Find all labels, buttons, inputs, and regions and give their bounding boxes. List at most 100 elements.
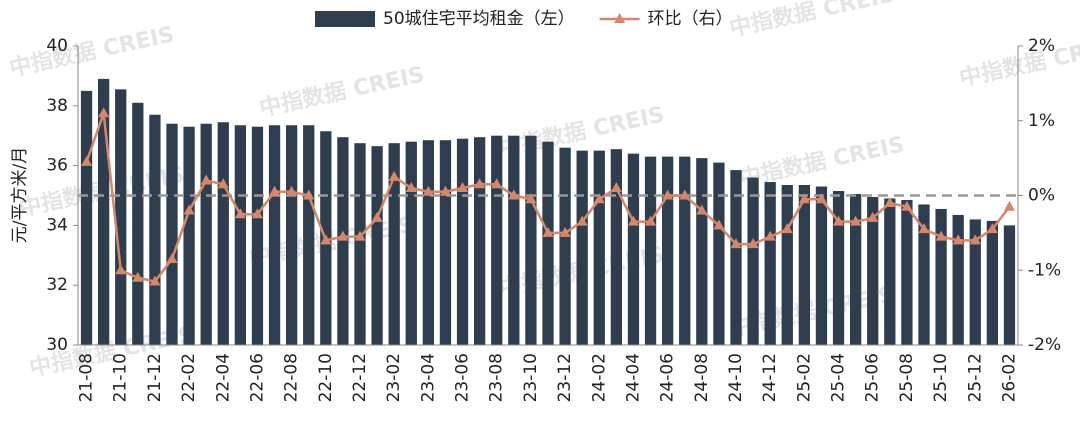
bar	[371, 146, 383, 345]
line-marker	[303, 189, 315, 200]
line-marker	[798, 193, 810, 204]
line-marker	[610, 182, 622, 193]
x-tick-label: 24-04	[623, 353, 643, 402]
line-marker	[166, 253, 178, 264]
x-tick-label: 25-06	[863, 353, 883, 402]
line-marker	[405, 182, 417, 193]
line-marker	[183, 204, 195, 215]
line-marker	[1003, 200, 1015, 211]
x-tick-label: 23-06	[453, 353, 473, 402]
watermark: 中指数据 CREIS	[727, 0, 897, 42]
y2-tick-label: -2%	[1028, 335, 1061, 355]
bar	[781, 185, 793, 345]
bar	[901, 199, 913, 345]
line-marker	[850, 215, 862, 226]
bar	[234, 125, 247, 345]
line-marker	[251, 208, 263, 219]
line-marker	[815, 193, 827, 204]
line-marker	[627, 215, 639, 226]
line-marker	[833, 215, 845, 226]
watermark: 中指数据 CREIS	[7, 21, 177, 81]
bar	[217, 122, 229, 346]
line-marker	[559, 226, 571, 237]
line-marker	[354, 230, 366, 241]
bar	[867, 196, 879, 345]
bar	[354, 143, 366, 345]
bar	[132, 102, 144, 345]
bar	[884, 198, 896, 345]
y-tick-label: 38	[46, 96, 68, 116]
line-marker	[952, 234, 964, 245]
line-marker	[474, 178, 486, 189]
bar	[405, 141, 417, 345]
bar	[525, 135, 537, 345]
y2-tick-label: 0%	[1028, 186, 1055, 206]
x-tick-label: 22-06	[247, 353, 267, 402]
y-tick-label: 36	[46, 156, 68, 176]
bar	[80, 90, 93, 345]
bar	[627, 153, 640, 345]
line-marker	[542, 226, 554, 237]
bar	[1003, 225, 1016, 345]
line-marker	[217, 178, 229, 189]
line-marker	[439, 185, 451, 196]
x-tick-label: 22-08	[282, 353, 302, 402]
x-tick-label: 24-10	[726, 353, 746, 402]
line-marker	[781, 223, 793, 234]
bar	[730, 170, 742, 345]
x-tick-label: 21-12	[145, 353, 165, 402]
x-tick-label: 26-02	[999, 353, 1019, 402]
line-marker	[593, 193, 605, 204]
bar	[849, 194, 862, 345]
bar	[764, 182, 776, 345]
x-tick-label: 23-02	[384, 353, 404, 402]
bar	[473, 137, 486, 345]
x-tick-label: 22-04	[213, 353, 233, 402]
line-marker	[662, 189, 674, 200]
y-tick-label: 30	[46, 335, 68, 355]
bar	[696, 158, 708, 345]
line-marker	[320, 234, 332, 245]
bar	[542, 141, 554, 345]
x-tick-label: 21-08	[77, 353, 97, 402]
line-marker	[747, 238, 759, 249]
bar	[439, 140, 452, 345]
line-marker	[713, 219, 725, 230]
legend-marker	[614, 13, 626, 23]
line-marker	[525, 193, 537, 204]
x-tick-label: 24-02	[589, 353, 609, 402]
legend-swatch	[315, 11, 375, 27]
x-tick-label: 24-06	[658, 353, 678, 402]
watermark: 中指数据 CREIS	[257, 61, 427, 121]
line-marker	[901, 200, 913, 211]
line-marker	[645, 215, 657, 226]
line-marker	[200, 174, 212, 185]
x-tick-label: 22-10	[316, 353, 336, 402]
line-marker	[388, 170, 400, 181]
line-marker	[115, 264, 127, 275]
bar	[388, 143, 400, 345]
y-tick-label: 32	[46, 275, 68, 295]
line-marker	[696, 204, 708, 215]
line-marker	[269, 185, 281, 196]
line-marker	[918, 223, 930, 234]
bar	[661, 156, 674, 345]
line-marker	[149, 275, 161, 286]
x-tick-label: 25-10	[931, 353, 951, 402]
x-tick-label: 21-10	[111, 353, 131, 402]
bar	[644, 156, 657, 345]
bar	[713, 162, 725, 345]
line-marker	[132, 271, 144, 282]
bar	[559, 147, 571, 345]
line-marker	[969, 234, 981, 245]
line-marker	[337, 230, 349, 241]
bar	[576, 150, 588, 345]
bar	[303, 125, 315, 345]
bar	[986, 220, 999, 345]
legend-label: 环比（右）	[648, 9, 733, 29]
x-tick-label: 25-08	[897, 353, 917, 402]
bar	[166, 123, 178, 346]
bar	[832, 191, 845, 345]
watermark: 中指数据 CREIS	[957, 31, 1080, 91]
